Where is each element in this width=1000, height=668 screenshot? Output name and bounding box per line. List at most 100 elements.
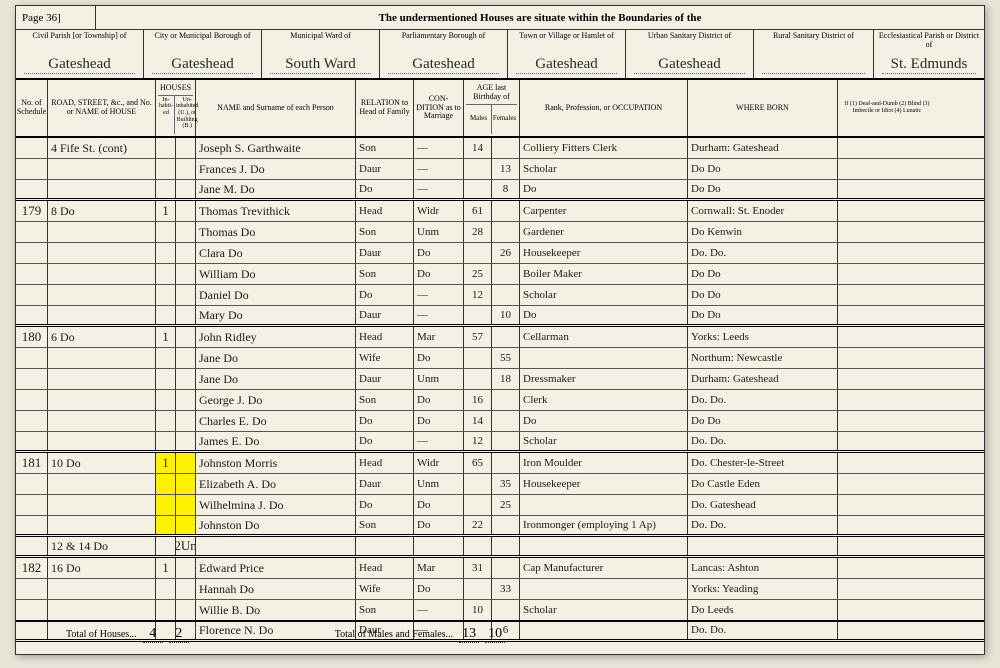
cell-road: [48, 600, 156, 620]
cell-name: Joseph S. Garthwaite: [196, 138, 356, 158]
cell-schedule: [16, 285, 48, 305]
cell-houses-uninhab: [176, 201, 196, 221]
cell-schedule: [16, 243, 48, 263]
cell-schedule: [16, 390, 48, 410]
census-row: Jane M. DoDo—8DoDo Do: [16, 180, 984, 201]
cell-if: [838, 285, 936, 305]
cell-houses-uninhab: [176, 474, 196, 494]
cell-houses-inhab: [156, 243, 176, 263]
cell-born: Do Do: [688, 411, 838, 431]
cell-houses-uninhab: [176, 516, 196, 534]
cell-age-female: [492, 516, 520, 534]
census-row: Daniel DoDo—12ScholarDo Do: [16, 285, 984, 306]
cell-age-male: [464, 579, 492, 599]
col-age-males: Males: [466, 105, 492, 134]
totals-mf-label: Total of Males and Females...: [335, 629, 453, 640]
cell-age-male: 57: [464, 327, 492, 347]
cell-if: [838, 348, 936, 368]
cell-condition: —: [414, 600, 464, 620]
district-value: South Ward: [270, 56, 371, 74]
cell-relation: Son: [356, 390, 414, 410]
cell-houses-inhab: [156, 264, 176, 284]
cell-age-female: 10: [492, 306, 520, 324]
cell-age-male: 16: [464, 390, 492, 410]
cell-born: Do Castle Eden: [688, 474, 838, 494]
cell-relation: Head: [356, 453, 414, 473]
cell-relation: Daur: [356, 474, 414, 494]
district-label: Ecclesiastical Parish or District of: [878, 32, 980, 50]
cell-name: Hannah Do: [196, 579, 356, 599]
cell-occupation: [520, 495, 688, 515]
cell-age-male: 25: [464, 264, 492, 284]
cell-schedule: [16, 432, 48, 450]
cell-houses-uninhab: [176, 579, 196, 599]
cell-condition: Widr: [414, 201, 464, 221]
cell-relation: Head: [356, 201, 414, 221]
cell-occupation: Cap Manufacturer: [520, 558, 688, 578]
cell-condition: [414, 537, 464, 555]
cell-condition: Mar: [414, 327, 464, 347]
cell-age-female: [492, 138, 520, 158]
cell-age-female: 13: [492, 159, 520, 179]
cell-houses-uninhab: [176, 348, 196, 368]
cell-houses-inhab: [156, 579, 176, 599]
cell-if: [838, 180, 936, 198]
cell-road: 16 Do: [48, 558, 156, 578]
census-row: Jane DoWifeDo55Northum: Newcastle: [16, 348, 984, 369]
cell-age-female: [492, 201, 520, 221]
data-rows: 4 Fife St. (cont)Joseph S. GarthwaiteSon…: [16, 138, 984, 642]
cell-relation: Head: [356, 327, 414, 347]
cell-name: John Ridley: [196, 327, 356, 347]
cell-age-female: [492, 558, 520, 578]
cell-age-male: [464, 495, 492, 515]
district-label: Municipal Ward of: [266, 32, 375, 41]
cell-age-female: [492, 600, 520, 620]
cell-houses-inhab: [156, 180, 176, 198]
cell-houses-inhab: [156, 285, 176, 305]
totals-houses-label: Total of Houses...: [66, 629, 137, 640]
cell-schedule: [16, 411, 48, 431]
cell-born: Do Do: [688, 180, 838, 198]
cell-name: Mary Do: [196, 306, 356, 324]
cell-houses-uninhab: [176, 159, 196, 179]
cell-houses-inhab: [156, 432, 176, 450]
totals-houses-h2: 2: [169, 626, 189, 643]
cell-occupation: [520, 537, 688, 555]
cell-road: [48, 159, 156, 179]
census-row: Clara DoDaurDo26HousekeeperDo. Do.: [16, 243, 984, 264]
district-value: St. Edmunds: [882, 56, 976, 74]
cell-if: [838, 264, 936, 284]
cell-houses-uninhab: [176, 558, 196, 578]
district-value: [762, 73, 865, 74]
cell-if: [838, 222, 936, 242]
cell-relation: Son: [356, 222, 414, 242]
col-houses-label: HOUSES: [158, 82, 193, 96]
cell-name: Elizabeth A. Do: [196, 474, 356, 494]
cell-condition: Unm: [414, 222, 464, 242]
cell-name: Thomas Do: [196, 222, 356, 242]
cell-relation: Do: [356, 432, 414, 450]
district-value: Gateshead: [24, 56, 135, 74]
census-row: Hannah DoWifeDo33Yorks: Yeading: [16, 579, 984, 600]
col-age-females: Females: [492, 105, 517, 134]
top-header: Page 36] The undermentioned Houses are s…: [16, 6, 984, 30]
cell-age-male: 22: [464, 516, 492, 534]
cell-name: George J. Do: [196, 390, 356, 410]
cell-occupation: Scholar: [520, 159, 688, 179]
cell-age-female: 35: [492, 474, 520, 494]
col-houses: HOUSES In-habit-ed Un-inhabited (U.), or…: [156, 80, 196, 136]
district-cell: Ecclesiastical Parish or District of St. …: [874, 30, 984, 78]
cell-schedule: [16, 138, 48, 158]
cell-schedule: 181: [16, 453, 48, 473]
cell-name: Wilhelmina J. Do: [196, 495, 356, 515]
cell-if: [838, 138, 936, 158]
cell-houses-inhab: [156, 159, 176, 179]
cell-condition: Mar: [414, 558, 464, 578]
cell-age-male: 31: [464, 558, 492, 578]
cell-age-female: [492, 390, 520, 410]
cell-houses-inhab: [156, 495, 176, 515]
cell-houses-uninhab: [176, 138, 196, 158]
census-row: 18110 Do1Johnston MorrisHeadWidr65Iron M…: [16, 453, 984, 474]
cell-road: 12 & 14 Do: [48, 537, 156, 555]
cell-occupation: Boiler Maker: [520, 264, 688, 284]
